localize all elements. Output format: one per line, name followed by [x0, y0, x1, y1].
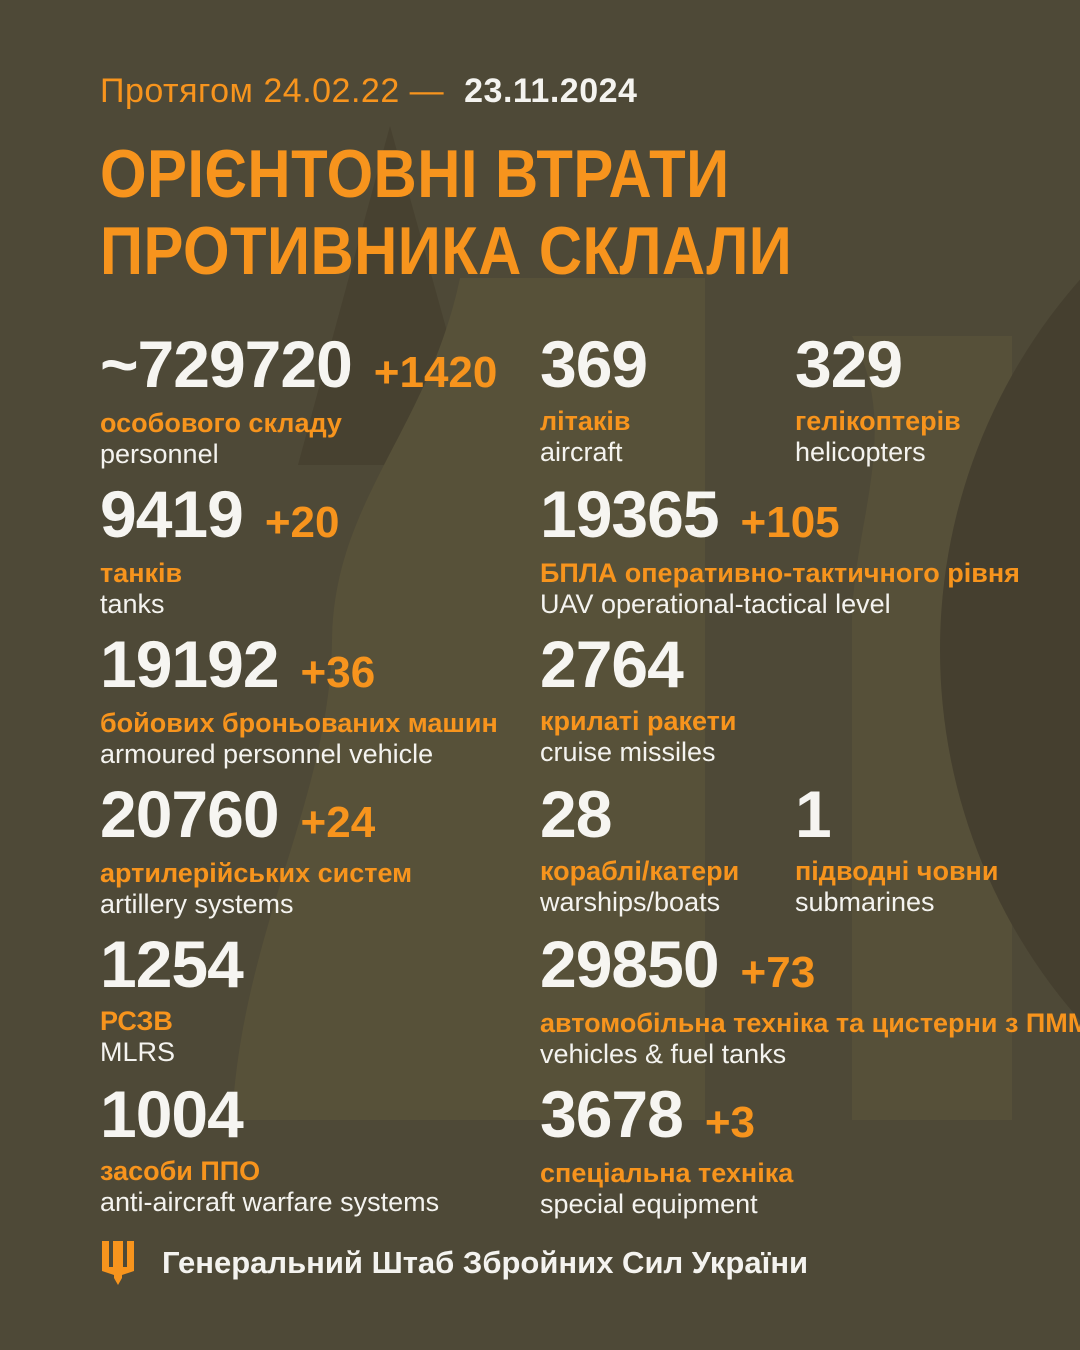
losses-grid: ~729720 +1420 особового складу personnel…: [100, 327, 1080, 1232]
stat-label-en: personnel: [100, 439, 219, 469]
stat-value: 1: [795, 777, 832, 851]
stat-label-en: vehicles & fuel tanks: [540, 1039, 787, 1069]
stat-label-en: UAV operational-tactical level: [540, 589, 891, 619]
stat-delta: +3: [704, 1098, 755, 1147]
stat-value: 1254: [100, 927, 244, 1001]
stat-value: 28: [540, 777, 612, 851]
stat-label-ua: гелікоптерів: [795, 406, 961, 436]
stat-tanks: 9419 +20 танків tanks: [100, 477, 540, 632]
stat-artillery: 20760 +24 артилерійських систем artiller…: [100, 777, 540, 932]
stat-label-ua: крилаті ракети: [540, 706, 737, 736]
stat-aircraft: 369 літаків aircraft: [540, 327, 795, 482]
stat-label-ua: РСЗВ: [100, 1006, 173, 1036]
stat-uav: 19365 +105 БПЛА оперативно-тактичного рі…: [540, 477, 1080, 632]
report-date: 23.11.2024: [464, 72, 638, 110]
stat-label-en: MLRS: [100, 1037, 176, 1067]
stat-label-ua: БПЛА оперативно-тактичного рівня: [540, 558, 1020, 588]
stat-delta: +73: [740, 948, 816, 997]
stat-value: 29850: [540, 927, 720, 1001]
stat-label-en: submarines: [795, 887, 935, 917]
stat-value: 3678: [540, 1077, 684, 1151]
stat-delta: +105: [740, 498, 840, 547]
stat-label-ua: особового складу: [100, 408, 342, 438]
stat-label-ua: танків: [100, 558, 183, 588]
stat-delta: +24: [300, 798, 376, 847]
stat-vehicles-fuel-tanks: 29850 +73 автомобільна техніка та цистер…: [540, 927, 1080, 1082]
stat-label-en: anti-aircraft warfare systems: [100, 1187, 440, 1217]
page-title-line1: ОРІЄНТОВНІ ВТРАТИ: [100, 136, 730, 212]
stat-delta: +1420: [373, 348, 498, 397]
stat-value: 19365: [540, 477, 720, 551]
stat-armoured-vehicles: 19192 +36 бойових броньованих машин armo…: [100, 627, 540, 782]
stat-label-en: armoured personnel vehicle: [100, 739, 434, 769]
stat-helicopters: 329 гелікоптерів helicopters: [795, 327, 1080, 482]
stat-label-en: artillery systems: [100, 889, 294, 919]
stat-value: 20760: [100, 777, 280, 851]
stat-delta: +20: [264, 498, 340, 547]
stat-label-ua: бойових броньованих машин: [100, 708, 498, 738]
page-title: ОРІЄНТОВНІ ВТРАТИ ПРОТИВНИКА СКЛАЛИ: [100, 136, 792, 290]
stat-value: 9419: [100, 477, 244, 551]
stat-personnel: ~729720 +1420 особового складу personnel: [100, 327, 540, 482]
organization-name: Генеральний Штаб Збройних Сил України: [162, 1245, 809, 1280]
stat-value: 369: [540, 327, 648, 401]
stat-value: 1004: [100, 1077, 244, 1151]
stat-label-ua: автомобільна техніка та цистерни з ПММ: [540, 1008, 1080, 1038]
stat-anti-aircraft: 1004 засоби ППО anti-aircraft warfare sy…: [100, 1077, 540, 1232]
trident-icon: [102, 1241, 134, 1285]
stat-label-ua: кораблі/катери: [540, 856, 740, 886]
stat-label-en: helicopters: [795, 437, 926, 467]
stat-value: 2764: [540, 627, 684, 701]
stat-cruise-missiles: 2764 крилаті ракети cruise missiles: [540, 627, 1080, 782]
stat-label-ua: засоби ППО: [100, 1156, 261, 1186]
stat-label-en: tanks: [100, 589, 165, 619]
stat-special-equipment: 3678 +3 спеціальна техніка special equip…: [540, 1077, 1080, 1232]
stat-value: 19192: [100, 627, 280, 701]
stat-label-en: aircraft: [540, 437, 623, 467]
stat-value: 329: [795, 327, 903, 401]
stat-submarines: 1 підводні човни submarines: [795, 777, 1080, 932]
period-start-label: Протягом 24.02.22 —: [100, 72, 445, 110]
stat-label-ua: літаків: [540, 406, 631, 436]
stat-delta: +36: [300, 648, 376, 697]
stat-mlrs: 1254 РСЗВ MLRS: [100, 927, 540, 1082]
stat-label-en: warships/boats: [540, 887, 721, 917]
footer: Генеральний Штаб Збройних Сил України: [100, 1240, 808, 1286]
page-title-line2: ПРОТИВНИКА СКЛАЛИ: [100, 213, 793, 289]
stat-label-ua: спеціальна техніка: [540, 1158, 794, 1188]
stat-label-ua: артилерійських систем: [100, 858, 413, 888]
report-period: Протягом 24.02.22 — 23.11.2024: [100, 72, 637, 111]
stat-label-ua: підводні човни: [795, 856, 999, 886]
stat-warships: 28 кораблі/катери warships/boats: [540, 777, 795, 932]
stat-label-en: special equipment: [540, 1189, 758, 1219]
stat-value: ~729720: [100, 327, 353, 401]
stat-label-en: cruise missiles: [540, 737, 716, 767]
